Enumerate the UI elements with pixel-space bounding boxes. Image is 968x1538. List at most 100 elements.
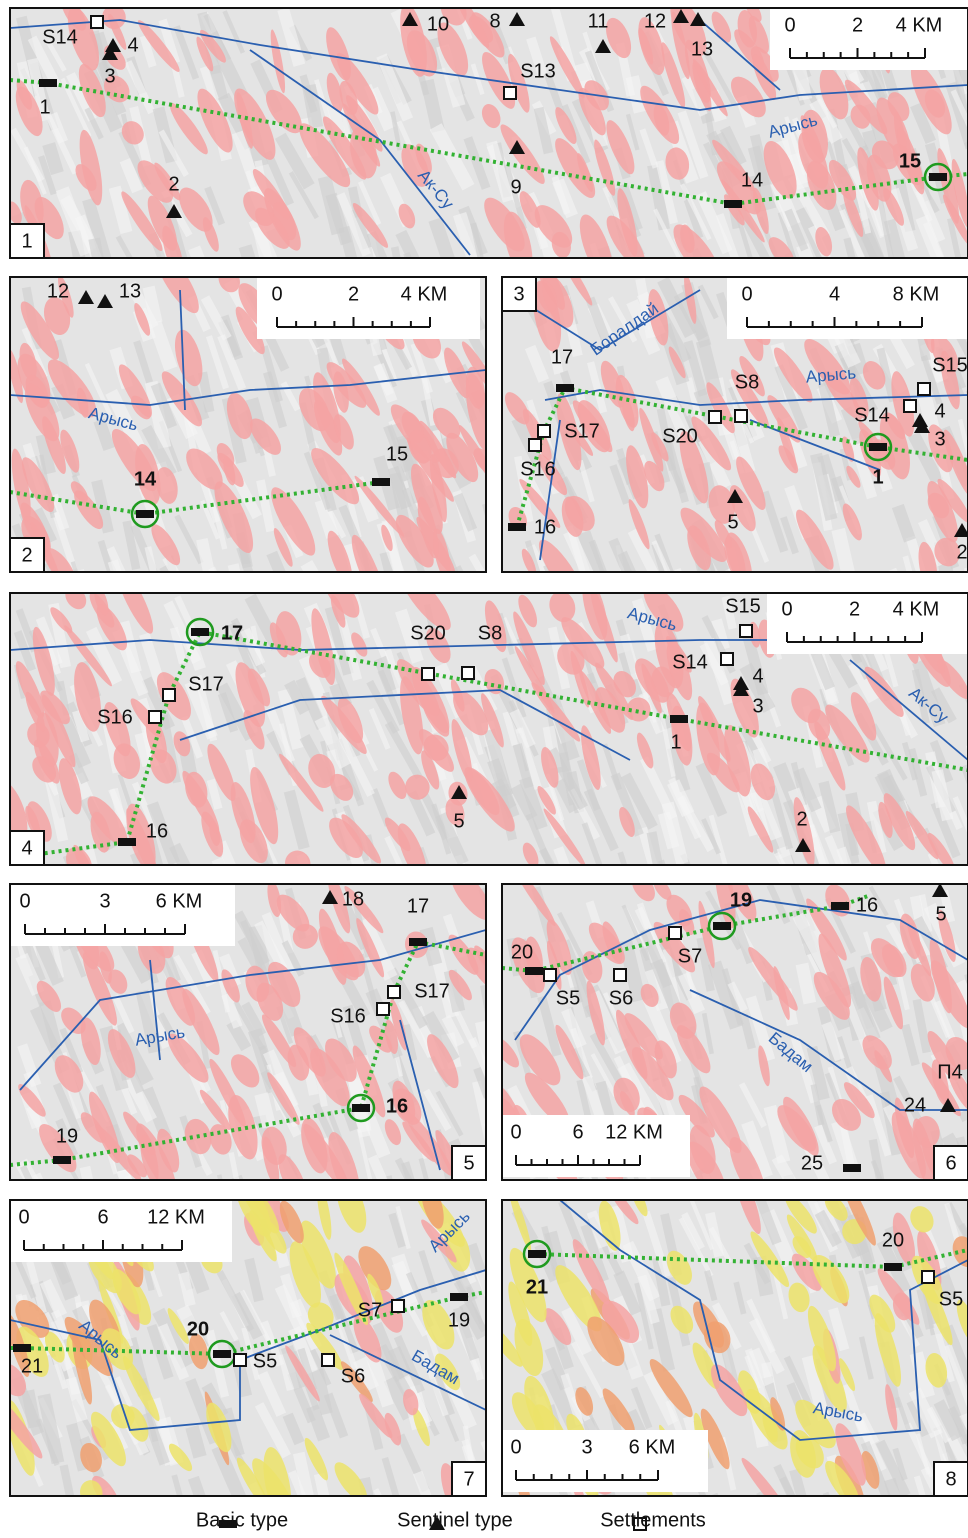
site-label: S6 xyxy=(609,987,633,1009)
basic-marker xyxy=(191,628,209,636)
scale-label: 0 xyxy=(271,283,282,305)
site-label: 21 xyxy=(526,1276,548,1298)
site-label: S5 xyxy=(556,987,580,1009)
site-label: 12 xyxy=(644,10,666,32)
settlement-marker xyxy=(918,383,930,395)
site-label: 9 xyxy=(510,176,521,198)
site-label: 20 xyxy=(511,941,533,963)
site-label: 17 xyxy=(221,622,243,644)
site-label: 25 xyxy=(801,1152,823,1174)
site-label: S5 xyxy=(939,1288,963,1310)
site-label: 16 xyxy=(386,1095,408,1117)
site-label: 5 xyxy=(453,810,464,832)
site-label: S17 xyxy=(188,673,224,695)
site-label: 16 xyxy=(534,516,556,538)
basic-marker xyxy=(929,173,947,181)
site-label: S7 xyxy=(358,1299,382,1321)
scale-label: 6 KM xyxy=(629,1436,676,1458)
relief-shade xyxy=(712,1493,734,1533)
relief-shade xyxy=(756,1491,790,1533)
basic-marker xyxy=(118,838,136,846)
site-label: S17 xyxy=(414,980,450,1002)
panel-number: 6 xyxy=(945,1152,956,1174)
scale-label: 4 KM xyxy=(401,283,448,305)
settlement-marker xyxy=(904,400,916,412)
site-label: 4 xyxy=(752,665,763,687)
basic-marker xyxy=(528,1250,546,1258)
scale-label: 4 KM xyxy=(896,14,943,36)
site-label: S6 xyxy=(341,1365,365,1387)
scale-label: 0 xyxy=(784,14,795,36)
scale-label: 6 xyxy=(97,1206,108,1228)
scale-label: 0 xyxy=(18,1206,29,1228)
site-label: S16 xyxy=(520,458,556,480)
site-label: 1 xyxy=(872,466,883,488)
site-label: S8 xyxy=(478,622,502,644)
scale-label: 8 KM xyxy=(893,283,940,305)
site-label: 13 xyxy=(119,280,141,302)
scale-label: 3 xyxy=(99,890,110,912)
site-label: 19 xyxy=(56,1125,78,1147)
basic-marker xyxy=(352,1104,370,1112)
settlement-marker xyxy=(322,1354,334,1366)
scale-label: 0 xyxy=(19,890,30,912)
settlement-marker xyxy=(234,1354,246,1366)
settlement-marker xyxy=(91,16,103,28)
scale-label: 4 xyxy=(829,283,840,305)
panel-number: 4 xyxy=(21,837,32,859)
site-label: 5 xyxy=(935,903,946,925)
settlement-marker xyxy=(377,1003,389,1015)
basic-marker xyxy=(39,79,57,87)
settlement-marker xyxy=(392,1300,404,1312)
basic-marker xyxy=(372,478,390,486)
site-label: 2 xyxy=(956,541,967,563)
basic-marker xyxy=(450,1293,468,1301)
settlement-marker xyxy=(529,439,541,451)
basic-marker xyxy=(869,443,887,451)
panel-number: 3 xyxy=(513,283,524,305)
panel-number: 5 xyxy=(463,1152,474,1174)
settlement-marker xyxy=(735,410,747,422)
site-label: S14 xyxy=(42,26,78,48)
panel-number: 8 xyxy=(945,1468,956,1490)
scale-label: 6 xyxy=(572,1121,583,1143)
settlement-marker xyxy=(740,625,752,637)
site-label: 16 xyxy=(856,894,878,916)
panel-number: 7 xyxy=(463,1468,474,1490)
site-label: 14 xyxy=(741,169,763,191)
basic-marker xyxy=(213,1350,231,1358)
site-label: S20 xyxy=(662,425,698,447)
site-label: 18 xyxy=(342,888,364,910)
basic-marker xyxy=(724,200,742,208)
settlement-marker xyxy=(422,668,434,680)
site-label: 2 xyxy=(796,808,807,830)
site-label: 4 xyxy=(934,400,945,422)
site-label: 4 xyxy=(127,34,138,56)
site-label: 15 xyxy=(899,150,921,172)
settlement-marker xyxy=(163,689,175,701)
basic-marker xyxy=(670,715,688,723)
scale-label: 6 KM xyxy=(156,890,203,912)
site-label: 21 xyxy=(21,1355,43,1377)
settlement-marker xyxy=(544,969,556,981)
site-label: S16 xyxy=(97,706,133,728)
site-label: 20 xyxy=(187,1318,209,1340)
scale-label: 0 xyxy=(510,1121,521,1143)
site-label: 2 xyxy=(168,173,179,195)
site-label: 1 xyxy=(670,731,681,753)
figure: АрысьАк-СуS14431108111213S13921415024 KM… xyxy=(0,0,968,1533)
site-label: 16 xyxy=(146,820,168,842)
site-label: 3 xyxy=(934,428,945,450)
basic-marker xyxy=(884,1263,902,1271)
site-label: 3 xyxy=(752,695,763,717)
site-label: S16 xyxy=(330,1005,366,1027)
site-label: 24 xyxy=(904,1094,926,1116)
panel-number: 2 xyxy=(21,544,32,566)
settlement-marker xyxy=(149,711,161,723)
site-label: S5 xyxy=(253,1350,277,1372)
